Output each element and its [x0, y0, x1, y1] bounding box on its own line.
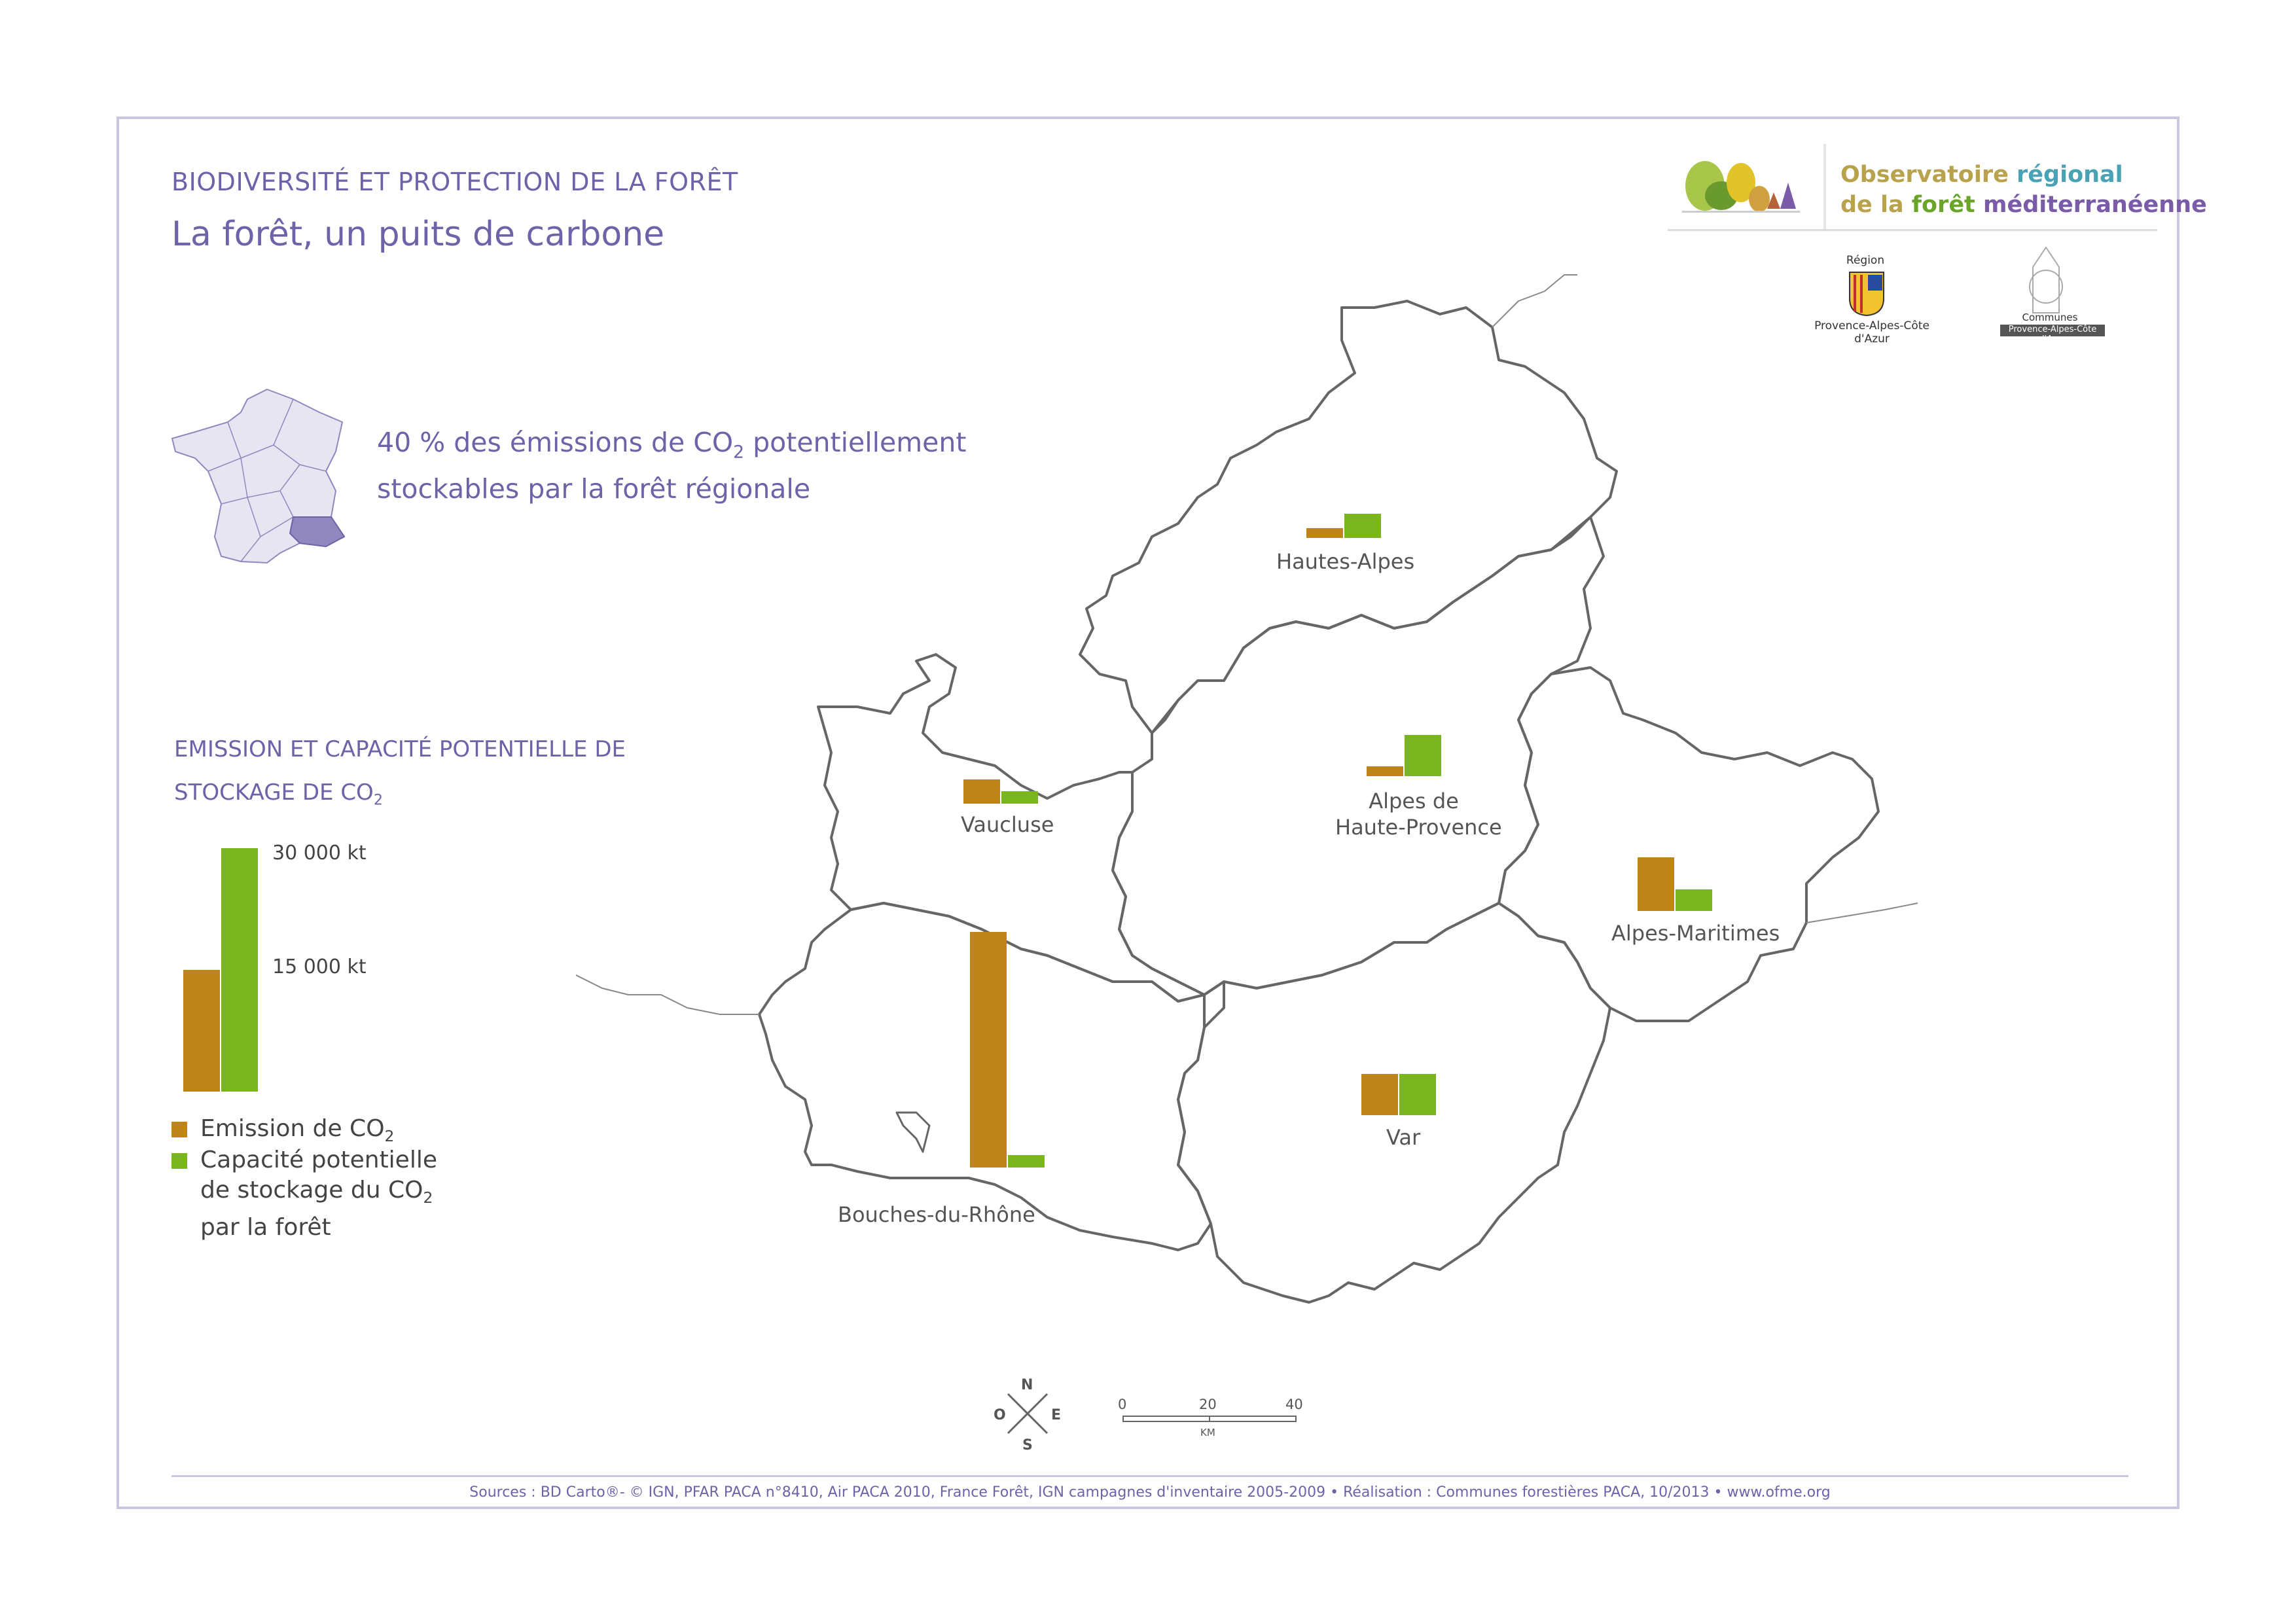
- legend-capacity-bar: [221, 848, 258, 1092]
- communes-label-box: Provence-Alpes-Côte d'Azur: [2000, 325, 2105, 344]
- emission-swatch: [171, 1122, 187, 1137]
- section-heading: BIODIVERSITÉ ET PROTECTION DE LA FORÊT: [171, 168, 738, 196]
- organisation-name: Observatoire régional de la forêt médite…: [1840, 162, 2207, 218]
- bar-emission-alpes-maritimes: [1638, 857, 1674, 911]
- legend-title: EMISSION ET CAPACITÉ POTENTIELLE DE STOC…: [174, 736, 626, 809]
- compass-o: O: [994, 1407, 1006, 1423]
- label-var: Var: [1386, 1125, 1421, 1150]
- sources-footer: Sources : BD Carto®- © IGN, PFAR PACA n°…: [469, 1484, 1831, 1501]
- ofme-logo-icon: [1682, 161, 1800, 213]
- logo-underline: [1668, 229, 2157, 231]
- dept-alpes-maritimes: [1498, 666, 1880, 1022]
- label-ahp: Alpes de Haute-Provence: [1335, 789, 1502, 840]
- legend-emission-bar: [183, 970, 220, 1092]
- bar-emission-var: [1361, 1073, 1398, 1115]
- page-title: La forêt, un puits de carbone: [171, 215, 665, 254]
- scale-tick-20: 20: [1199, 1397, 1217, 1412]
- scale-tick-40: 40: [1285, 1397, 1303, 1412]
- scale-bar: [1122, 1416, 1297, 1422]
- label-hautes-alpes: Hautes-Alpes: [1276, 549, 1415, 574]
- bar-emission-vaucluse: [963, 779, 1000, 804]
- compass-n: N: [1021, 1377, 1033, 1393]
- legend-capacity-label: Capacité potentielle de stockage du CO2 …: [200, 1147, 437, 1241]
- bar-emission-alpes-de-haute-provence: [1367, 766, 1403, 776]
- scale-unit: KM: [1200, 1427, 1215, 1438]
- bar-capacity-hautes-alpes: [1344, 513, 1381, 538]
- footer-rule: [171, 1475, 2128, 1477]
- page-frame: [117, 116, 2179, 1509]
- dept-var: [1177, 902, 1611, 1304]
- dept-bdr: [758, 902, 1225, 1251]
- compass-icon: [1007, 1393, 1049, 1435]
- label-vaucluse: Vaucluse: [961, 812, 1054, 837]
- bar-capacity-alpes-de-haute-provence: [1405, 734, 1441, 776]
- region-logo-label: Provence-Alpes-Côte d'Azur: [1814, 319, 1929, 346]
- communes-forestieres-logo-icon: [2029, 246, 2063, 313]
- legend-scale-max: 30 000 kt: [272, 842, 367, 865]
- capacity-swatch: [171, 1153, 187, 1169]
- bar-capacity-var: [1399, 1073, 1436, 1115]
- bar-capacity-vaucluse: [1001, 791, 1038, 804]
- region-shield-icon: [1849, 272, 1884, 317]
- compass-s: S: [1022, 1437, 1033, 1454]
- logo-separator: [1823, 144, 1826, 229]
- bar-capacity-alpes-maritimes: [1676, 889, 1712, 911]
- label-bouches-du-rhone: Bouches-du-Rhône: [838, 1202, 1035, 1227]
- legend-emission-label: Emission de CO2: [200, 1115, 395, 1146]
- france-inset-map: [171, 388, 346, 564]
- compass-e: E: [1051, 1407, 1062, 1423]
- label-alpes-maritimes: Alpes-Maritimes: [1611, 921, 1780, 946]
- bar-capacity-bouches-du-rhone: [1008, 1155, 1045, 1168]
- bar-emission-bouches-du-rhone: [970, 932, 1007, 1168]
- key-fact: 40 % des émissions de CO2 potentiellemen…: [377, 427, 967, 505]
- scale-tick-0: 0: [1118, 1397, 1127, 1412]
- region-logo-label-top: Région: [1846, 254, 1885, 267]
- legend-scale-mid: 15 000 kt: [272, 955, 367, 978]
- bar-emission-hautes-alpes: [1306, 528, 1343, 538]
